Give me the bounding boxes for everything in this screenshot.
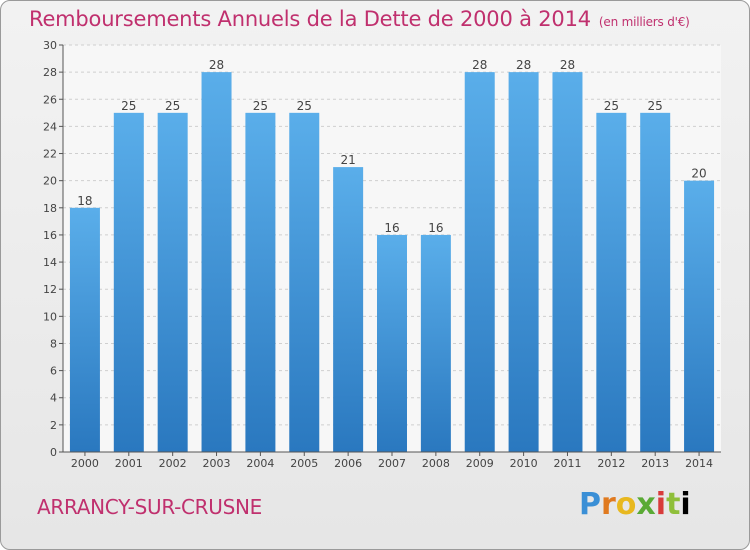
data-label: 25	[253, 99, 268, 113]
bar	[113, 112, 144, 452]
y-tick-label: 20	[43, 175, 57, 188]
data-label: 28	[472, 58, 487, 72]
bar	[508, 72, 539, 452]
y-tick-label: 24	[43, 120, 57, 133]
x-tick-label: 2011	[553, 457, 581, 470]
x-tick-label: 2007	[378, 457, 406, 470]
bar	[640, 112, 671, 452]
x-tick-label: 2012	[597, 457, 625, 470]
bar	[69, 207, 100, 452]
logo-letter: P	[579, 487, 601, 522]
bar	[596, 112, 627, 452]
bar	[684, 180, 715, 452]
bar	[420, 234, 451, 452]
bars: 18 25 25 28 25 25 21 16 16 28 28 28 25 25 20	[69, 58, 715, 452]
data-label: 21	[340, 153, 355, 167]
chart-title: Remboursements Annuels de la Dette de 20…	[29, 7, 690, 31]
x-tick-label: 2004	[246, 457, 274, 470]
y-tick-label: 4	[50, 392, 57, 405]
y-tick-label: 16	[43, 229, 57, 242]
data-label: 25	[121, 99, 136, 113]
data-label: 28	[560, 58, 575, 72]
x-tick-label: 2005	[290, 457, 318, 470]
y-tick-label: 12	[43, 283, 57, 296]
logo-letter: t	[666, 487, 681, 522]
bar	[289, 112, 320, 452]
bar	[201, 72, 232, 452]
y-tick-label: 8	[50, 337, 57, 350]
y-tick-label: 22	[43, 148, 57, 161]
data-label: 25	[165, 99, 180, 113]
y-tick-label: 6	[50, 365, 57, 378]
y-tick-label: 10	[43, 310, 57, 323]
bar	[157, 112, 188, 452]
commune-name: ARRANCY-SUR-CRUSNE	[37, 495, 263, 519]
data-label: 16	[384, 221, 399, 235]
chart-unit: (en milliers d'€)	[598, 15, 690, 29]
x-tick-label: 2013	[641, 457, 669, 470]
x-tick-label: 2006	[334, 457, 362, 470]
y-tick-label: 30	[43, 39, 57, 52]
proxiti-logo: Proxiti	[579, 487, 691, 522]
data-label: 20	[691, 167, 706, 181]
y-tick-label: 28	[43, 66, 57, 79]
x-tick-label: 2010	[510, 457, 538, 470]
x-tick-label: 2000	[71, 457, 99, 470]
y-tick-label: 14	[43, 256, 57, 269]
bar	[377, 234, 407, 452]
logo-letter: o	[615, 487, 637, 522]
data-label: 18	[77, 194, 92, 208]
x-tick-label: 2009	[466, 457, 494, 470]
bar	[552, 72, 583, 452]
data-label: 25	[297, 99, 312, 113]
logo-letter: i	[655, 487, 667, 522]
y-tick-label: 2	[50, 419, 57, 432]
data-label: 28	[516, 58, 531, 72]
data-label: 25	[604, 99, 619, 113]
bar	[245, 112, 276, 452]
logo-letter: r	[601, 487, 616, 522]
bar	[333, 167, 364, 452]
x-tick-label: 2001	[115, 457, 143, 470]
data-label: 16	[428, 221, 443, 235]
data-label: 28	[209, 58, 224, 72]
x-tick-label: 2002	[159, 457, 187, 470]
y-tick-label: 0	[50, 446, 57, 459]
logo-letter: i	[680, 487, 691, 522]
x-tick-label: 2003	[203, 457, 231, 470]
x-tick-label: 2008	[422, 457, 450, 470]
x-tick-label: 2014	[685, 457, 713, 470]
chart-title-text: Remboursements Annuels de la Dette de 20…	[29, 7, 591, 31]
bar	[464, 72, 495, 452]
y-tick-label: 26	[43, 93, 57, 106]
data-label: 25	[648, 99, 663, 113]
logo-letter: x	[636, 487, 656, 522]
y-tick-label: 18	[43, 202, 57, 215]
